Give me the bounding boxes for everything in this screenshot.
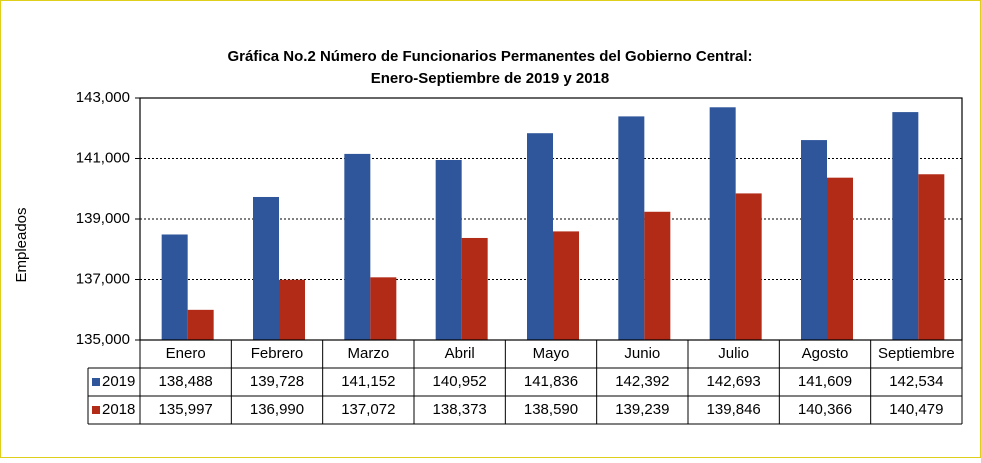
bar (344, 153, 371, 340)
bar (827, 177, 853, 340)
bar (279, 279, 305, 340)
bar (461, 237, 488, 340)
table-value: 142,693 (707, 373, 761, 390)
x-tick-label: Marzo (347, 345, 389, 362)
y-tick-label: 139,000 (76, 210, 130, 227)
chart-title: Gráfica No.2 Número de Funcionarios Perm… (227, 48, 752, 65)
x-tick-label: Julio (718, 345, 749, 362)
x-tick-label: Enero (166, 345, 206, 362)
y-tick-label: 137,000 (76, 270, 130, 287)
table-value: 140,952 (433, 373, 487, 390)
x-tick-label: Mayo (533, 345, 570, 362)
bar (187, 309, 214, 340)
chart-subtitle: Enero-Septiembre de 2019 y 2018 (371, 70, 609, 87)
table-value: 140,479 (889, 401, 943, 418)
bar (161, 234, 188, 340)
table-value: 135,997 (159, 401, 213, 418)
bar (253, 196, 279, 340)
legend-label: 2019 (102, 373, 135, 390)
bar (553, 231, 579, 340)
bar (618, 116, 645, 340)
legend-label: 2018 (102, 401, 135, 418)
x-tick-label: Febrero (251, 345, 304, 362)
table-value: 136,990 (250, 401, 304, 418)
table-value: 142,392 (615, 373, 669, 390)
bar (370, 277, 397, 340)
table-value: 141,152 (341, 373, 395, 390)
legend-swatch (92, 406, 100, 414)
bar (644, 211, 671, 340)
table-value: 139,239 (615, 401, 669, 418)
bar (918, 174, 945, 340)
table-value: 141,609 (798, 373, 852, 390)
plot-border (139, 97, 963, 341)
table-value: 141,836 (524, 373, 578, 390)
y-tick-label: 135,000 (76, 331, 130, 348)
x-tick-label: Abril (445, 345, 475, 362)
x-tick-label: Junio (624, 345, 660, 362)
y-axis-label: Empleados (13, 207, 30, 282)
bar (527, 133, 553, 340)
table-value: 137,072 (341, 401, 395, 418)
y-tick-label: 141,000 (76, 149, 130, 166)
legend-swatch (92, 378, 100, 386)
table-value: 139,846 (707, 401, 761, 418)
bar (709, 107, 736, 341)
table-value: 138,488 (159, 373, 213, 390)
table-value: 142,534 (889, 373, 943, 390)
table-value: 138,373 (433, 401, 487, 418)
bar (892, 112, 919, 340)
x-tick-label: Septiembre (878, 345, 955, 362)
table-value: 140,366 (798, 401, 852, 418)
y-tick-label: 143,000 (76, 89, 130, 106)
bar (735, 193, 762, 340)
x-tick-label: Agosto (802, 345, 849, 362)
bar (801, 140, 827, 340)
table-value: 138,590 (524, 401, 578, 418)
bar (435, 159, 462, 340)
table-value: 139,728 (250, 373, 304, 390)
